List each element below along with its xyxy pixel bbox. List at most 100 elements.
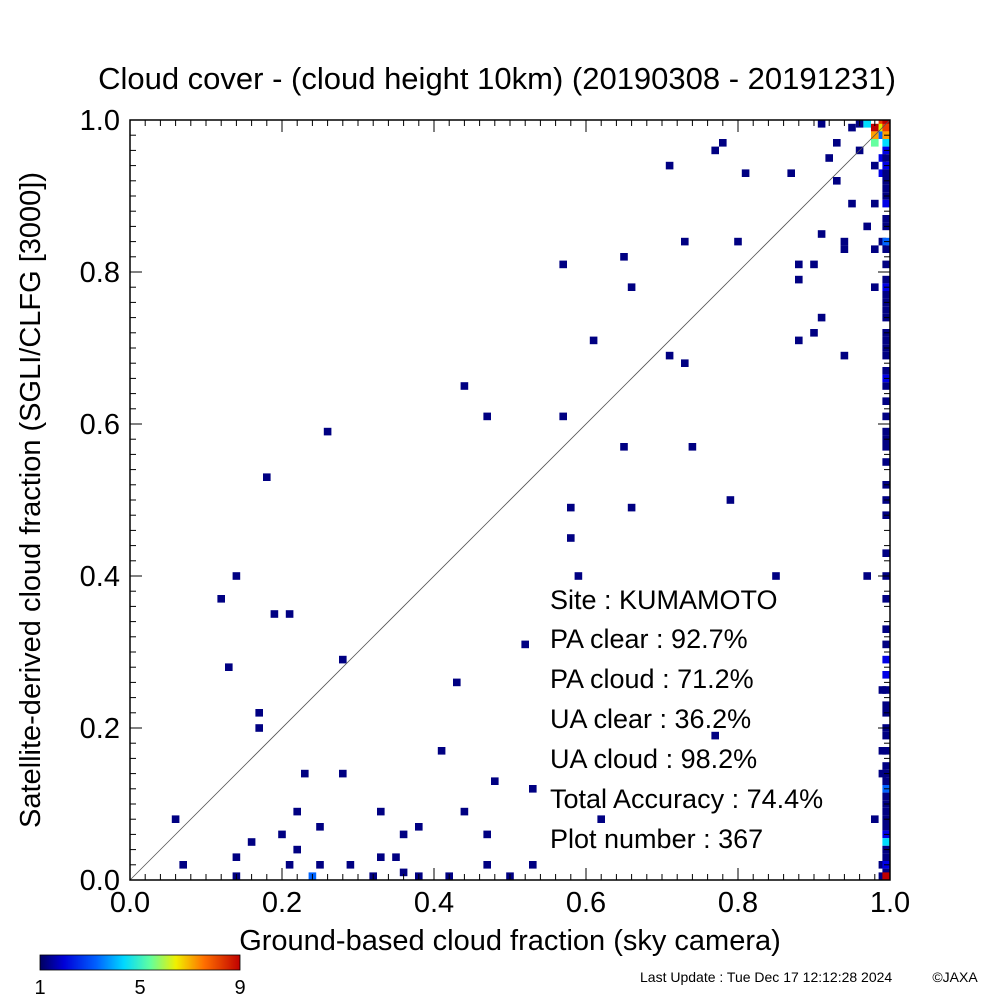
data-cell (521, 640, 529, 649)
data-cell (392, 853, 400, 861)
x-tick-label: 0.4 (414, 887, 454, 919)
data-cell (795, 260, 803, 269)
y-tick-label: 0.4 (80, 561, 120, 593)
data-cell (795, 275, 803, 284)
data-cell (483, 830, 491, 839)
data-cell (882, 367, 890, 375)
data-cell (882, 640, 890, 649)
data-cell (772, 572, 780, 580)
data-cell (529, 861, 537, 869)
data-cell (787, 169, 795, 177)
data-cell (863, 222, 871, 231)
data-cell (882, 351, 890, 360)
data-cell (529, 785, 537, 793)
data-cell (377, 807, 385, 816)
data-cell (882, 427, 890, 436)
data-cell (810, 329, 818, 337)
data-cell (882, 184, 890, 193)
data-cell (882, 443, 890, 451)
data-cell (882, 792, 890, 801)
data-cells (171, 120, 890, 880)
data-cell (620, 253, 628, 261)
data-cell (255, 724, 263, 732)
y-tick-label: 0.2 (80, 713, 120, 745)
data-cell (871, 161, 879, 170)
data-cell (293, 845, 301, 854)
data-cell (882, 412, 890, 421)
data-cell (620, 443, 628, 451)
data-cell (453, 678, 461, 687)
data-cell (232, 572, 241, 580)
data-cell (270, 610, 279, 618)
data-cell (232, 853, 241, 861)
x-tick-label: 0.6 (566, 887, 606, 919)
total-accuracy: Total Accuracy : 74.4% (550, 784, 823, 814)
data-cell (825, 154, 833, 162)
pa-clear: PA clear : 92.7% (550, 624, 748, 654)
colorbar-tick-label: 1 (34, 977, 45, 999)
data-cell (597, 815, 605, 823)
data-cell (627, 503, 636, 512)
data-cell (882, 777, 890, 785)
data-cell (377, 853, 385, 861)
data-cell (882, 336, 890, 345)
colorbar-gradient (39, 954, 241, 971)
data-cell (719, 139, 727, 147)
colorbar: 1 5 9 (34, 954, 246, 999)
data-cell (871, 815, 879, 823)
data-cell (882, 701, 890, 709)
data-cell (882, 762, 890, 770)
data-cell (863, 120, 871, 128)
ua-cloud: UA cloud : 98.2% (550, 744, 757, 774)
data-cell (559, 412, 567, 421)
data-cell (840, 237, 849, 246)
colorbar-ticks: 1 5 9 (34, 977, 245, 999)
site-label: Site : KUMAMOTO (550, 585, 778, 615)
data-cell (726, 496, 735, 504)
data-cell (247, 838, 256, 846)
colorbar-tick-label: 9 (234, 977, 245, 999)
data-cell (882, 397, 890, 405)
data-cell (882, 382, 890, 390)
data-cell (217, 595, 225, 603)
data-cell (483, 861, 491, 869)
data-cell (293, 807, 301, 816)
data-cell (741, 169, 750, 177)
data-cell (339, 769, 347, 778)
data-cell (688, 443, 697, 451)
y-tick-label: 1.0 (80, 105, 120, 137)
y-tick-label: 0.8 (80, 257, 120, 289)
data-cell (840, 245, 849, 253)
data-cell (882, 686, 890, 694)
data-cell (878, 747, 887, 755)
data-cell (882, 199, 890, 208)
data-cell (810, 260, 818, 269)
data-cell (848, 199, 856, 208)
one-to-one-line (129, 119, 891, 881)
data-cell (882, 245, 890, 253)
data-cell (346, 861, 355, 869)
data-cell (882, 123, 890, 132)
data-cell (882, 154, 890, 162)
data-cell (567, 503, 575, 512)
data-cell (665, 351, 674, 360)
data-cell (589, 336, 598, 345)
data-cell (711, 146, 719, 155)
data-cell (882, 655, 890, 664)
data-cell (882, 139, 890, 147)
data-cell (491, 777, 499, 785)
data-cell (437, 747, 446, 755)
data-cell (179, 861, 187, 869)
data-cell (882, 458, 890, 466)
data-cell (878, 769, 887, 778)
data-cell (833, 139, 841, 147)
copyright: ©JAXA (932, 969, 978, 985)
data-cell (559, 260, 567, 269)
data-cell (882, 731, 890, 740)
data-cell (460, 807, 469, 816)
data-cell (301, 769, 309, 778)
data-cell (882, 595, 890, 603)
data-cell (840, 351, 849, 360)
data-cell (882, 823, 890, 831)
